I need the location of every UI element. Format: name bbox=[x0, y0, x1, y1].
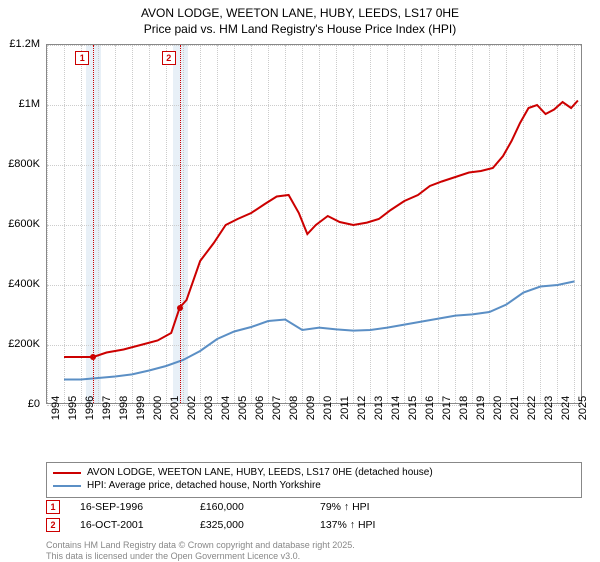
series-hpi bbox=[64, 281, 574, 379]
x-tick-label: 2007 bbox=[271, 396, 283, 420]
marker-label: 2 bbox=[162, 51, 176, 65]
x-axis-labels: 1994199519961997199819992000200120022003… bbox=[46, 406, 582, 456]
title-line-1: AVON LODGE, WEETON LANE, HUBY, LEEDS, LS… bbox=[0, 6, 600, 22]
chart-svg bbox=[47, 45, 583, 405]
transaction-marker: 2 bbox=[46, 518, 60, 532]
marker-line bbox=[180, 45, 181, 403]
x-tick-label: 2020 bbox=[492, 396, 504, 420]
transaction-date: 16-OCT-2001 bbox=[80, 519, 200, 531]
y-tick-label: £400K bbox=[8, 278, 40, 290]
y-tick-label: £800K bbox=[8, 158, 40, 170]
x-tick-label: 2024 bbox=[560, 396, 572, 420]
x-tick-label: 2009 bbox=[305, 396, 317, 420]
legend-item: AVON LODGE, WEETON LANE, HUBY, LEEDS, LS… bbox=[53, 467, 575, 478]
transaction-delta: 79% ↑ HPI bbox=[320, 501, 440, 513]
y-tick-label: £0 bbox=[28, 398, 40, 410]
transaction-price: £160,000 bbox=[200, 501, 320, 513]
legend-label: HPI: Average price, detached house, Nort… bbox=[87, 480, 321, 491]
transaction-row: 1 16-SEP-1996£160,00079% ↑ HPI bbox=[46, 500, 582, 514]
x-tick-label: 2010 bbox=[322, 396, 334, 420]
y-axis-labels: £0£200K£400K£600K£800K£1M£1.2M bbox=[2, 44, 44, 404]
transaction-row: 2 16-OCT-2001£325,000137% ↑ HPI bbox=[46, 518, 582, 532]
transaction-price: £325,000 bbox=[200, 519, 320, 531]
x-tick-label: 2014 bbox=[390, 396, 402, 420]
marker-line bbox=[93, 45, 94, 403]
x-tick-label: 2002 bbox=[186, 396, 198, 420]
x-tick-label: 2011 bbox=[339, 396, 351, 420]
x-tick-label: 2016 bbox=[424, 396, 436, 420]
marker-dot bbox=[177, 305, 183, 311]
chart-area: £0£200K£400K£600K£800K£1M£1.2M 12 199419… bbox=[46, 44, 582, 420]
marker-label: 1 bbox=[75, 51, 89, 65]
x-tick-label: 2021 bbox=[509, 396, 521, 420]
x-tick-label: 2019 bbox=[475, 396, 487, 420]
legend-item: HPI: Average price, detached house, Nort… bbox=[53, 480, 575, 491]
transaction-delta: 137% ↑ HPI bbox=[320, 519, 440, 531]
x-tick-label: 1995 bbox=[67, 396, 79, 420]
x-tick-label: 1996 bbox=[84, 396, 96, 420]
y-tick-label: £200K bbox=[8, 338, 40, 350]
x-tick-label: 2017 bbox=[441, 396, 453, 420]
legend-label: AVON LODGE, WEETON LANE, HUBY, LEEDS, LS… bbox=[87, 467, 433, 478]
x-tick-label: 2013 bbox=[373, 396, 385, 420]
y-tick-label: £1M bbox=[19, 98, 40, 110]
x-tick-label: 2015 bbox=[407, 396, 419, 420]
x-tick-label: 2023 bbox=[543, 396, 555, 420]
x-tick-label: 2012 bbox=[356, 396, 368, 420]
transaction-date: 16-SEP-1996 bbox=[80, 501, 200, 513]
legend: AVON LODGE, WEETON LANE, HUBY, LEEDS, LS… bbox=[46, 462, 582, 498]
copyright-line-1: Contains HM Land Registry data © Crown c… bbox=[46, 540, 355, 551]
x-tick-label: 2004 bbox=[220, 396, 232, 420]
x-tick-label: 2006 bbox=[254, 396, 266, 420]
legend-swatch bbox=[53, 472, 81, 474]
x-tick-label: 2008 bbox=[288, 396, 300, 420]
copyright: Contains HM Land Registry data © Crown c… bbox=[46, 540, 355, 562]
x-tick-label: 2025 bbox=[577, 396, 589, 420]
y-tick-label: £600K bbox=[8, 218, 40, 230]
y-tick-label: £1.2M bbox=[9, 38, 40, 50]
x-tick-label: 2003 bbox=[203, 396, 215, 420]
x-tick-label: 1994 bbox=[50, 396, 62, 420]
x-tick-label: 1998 bbox=[118, 396, 130, 420]
x-tick-label: 2005 bbox=[237, 396, 249, 420]
plot-area: 12 bbox=[46, 44, 582, 404]
chart-title: AVON LODGE, WEETON LANE, HUBY, LEEDS, LS… bbox=[0, 0, 600, 37]
x-tick-label: 2001 bbox=[169, 396, 181, 420]
x-tick-label: 1999 bbox=[135, 396, 147, 420]
transaction-rows: 1 16-SEP-1996£160,00079% ↑ HPI 2 16-OCT-200… bbox=[46, 500, 582, 536]
title-line-2: Price paid vs. HM Land Registry's House … bbox=[0, 22, 600, 38]
x-tick-label: 1997 bbox=[101, 396, 113, 420]
marker-dot bbox=[90, 354, 96, 360]
x-tick-label: 2022 bbox=[526, 396, 538, 420]
transaction-marker: 1 bbox=[46, 500, 60, 514]
x-tick-label: 2000 bbox=[152, 396, 164, 420]
legend-swatch bbox=[53, 485, 81, 487]
series-property bbox=[64, 101, 578, 358]
x-tick-label: 2018 bbox=[458, 396, 470, 420]
